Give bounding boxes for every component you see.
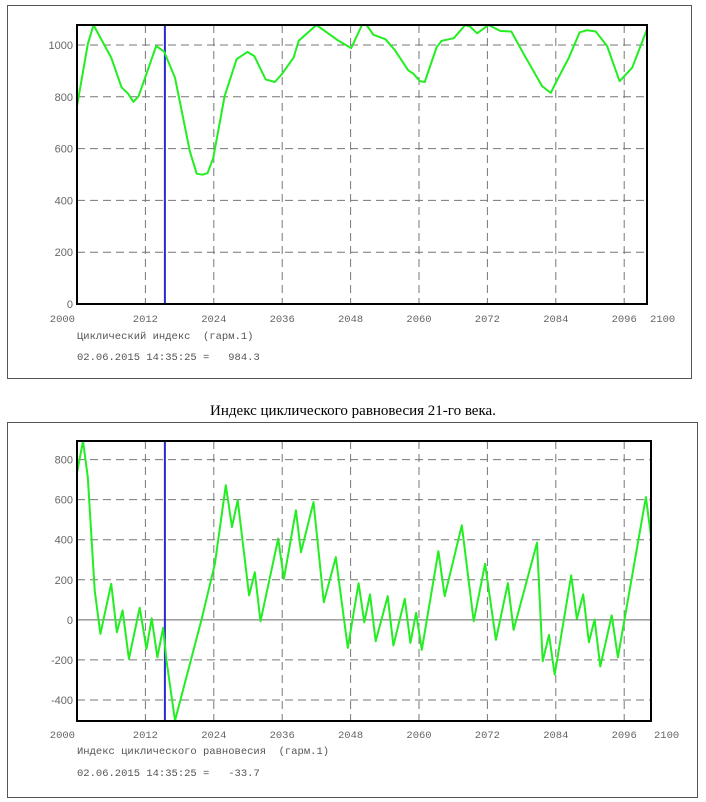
x-tick-label: 2084: [543, 314, 568, 326]
x-tick-label: 2036: [270, 314, 295, 326]
series-label: Индекс циклического равновесия (гарм.1): [77, 746, 330, 758]
y-tick-label: 200: [55, 247, 73, 259]
y-tick-label: 800: [55, 92, 73, 104]
x-tick-label: 2000: [50, 730, 75, 742]
y-tick-label: -400: [51, 695, 73, 707]
y-tick-label: 600: [55, 144, 73, 156]
y-tick-label: 0: [67, 299, 73, 311]
chart-equilibrium-index: -400 -200 0 200 400 600 800 2000 2012 2024 2036 204…: [50, 440, 679, 742]
x-tick-label: 2012: [133, 314, 158, 326]
x-tick-label: 2060: [406, 314, 431, 326]
x-tick-label: 2012: [133, 730, 158, 742]
chart-cyclic-index: 0 200 400 600 800 1000 2000 2012 2024 2036 2048 206…: [49, 24, 675, 326]
readout-value: 984.3: [228, 352, 260, 364]
x-tick-label: 2036: [270, 730, 295, 742]
x-tick-label: 2024: [201, 314, 226, 326]
readout-value: -33.7: [228, 768, 260, 780]
x-tick-label: 2096: [612, 314, 637, 326]
x-tick-label: 2060: [406, 730, 431, 742]
x-tick-label: 2024: [201, 730, 226, 742]
x-tick-label: 2072: [475, 730, 500, 742]
x-tick-label: 2100: [650, 314, 675, 326]
readout: 02.06.2015 14:35:25 = -33.7: [77, 768, 260, 780]
y-tick-label: 200: [55, 575, 73, 587]
plot-frame: [76, 24, 648, 305]
caption: Индекс циклического равновесия 21-го век…: [210, 403, 496, 419]
x-tick-label: 2096: [612, 730, 637, 742]
x-tick-label: 2048: [338, 730, 363, 742]
x-tick-label: 2000: [50, 314, 75, 326]
readout-datetime: 02.06.2015 14:35:25 =: [77, 352, 210, 364]
x-tick-label: 2072: [475, 314, 500, 326]
x-tick-label: 2100: [654, 730, 679, 742]
y-tick-label: 1000: [49, 40, 73, 52]
y-tick-label: 400: [55, 535, 73, 547]
plot-frame: [76, 440, 652, 722]
chart-panel-equilibrium-index: -400 -200 0 200 400 600 800 2000 2012 2024 2036 204…: [7, 422, 698, 798]
y-tick-label: 0: [67, 615, 73, 627]
series-line: [77, 440, 651, 722]
readout-datetime: 02.06.2015 14:35:25 =: [77, 768, 210, 780]
x-tick-label: 2084: [543, 730, 568, 742]
series-line: [77, 24, 647, 176]
x-tick-label: 2048: [338, 314, 363, 326]
series-label: Циклический индекс (гарм.1): [77, 331, 254, 343]
y-tick-label: 600: [55, 495, 73, 507]
y-tick-label: 800: [55, 455, 73, 467]
y-tick-label: -200: [51, 655, 73, 667]
y-tick-label: 400: [55, 195, 73, 207]
chart-panel-cyclic-index: 0 200 400 600 800 1000 2000 2012 2024 2036 2048 206…: [7, 5, 692, 379]
readout: 02.06.2015 14:35:25 = 984.3: [77, 352, 260, 364]
